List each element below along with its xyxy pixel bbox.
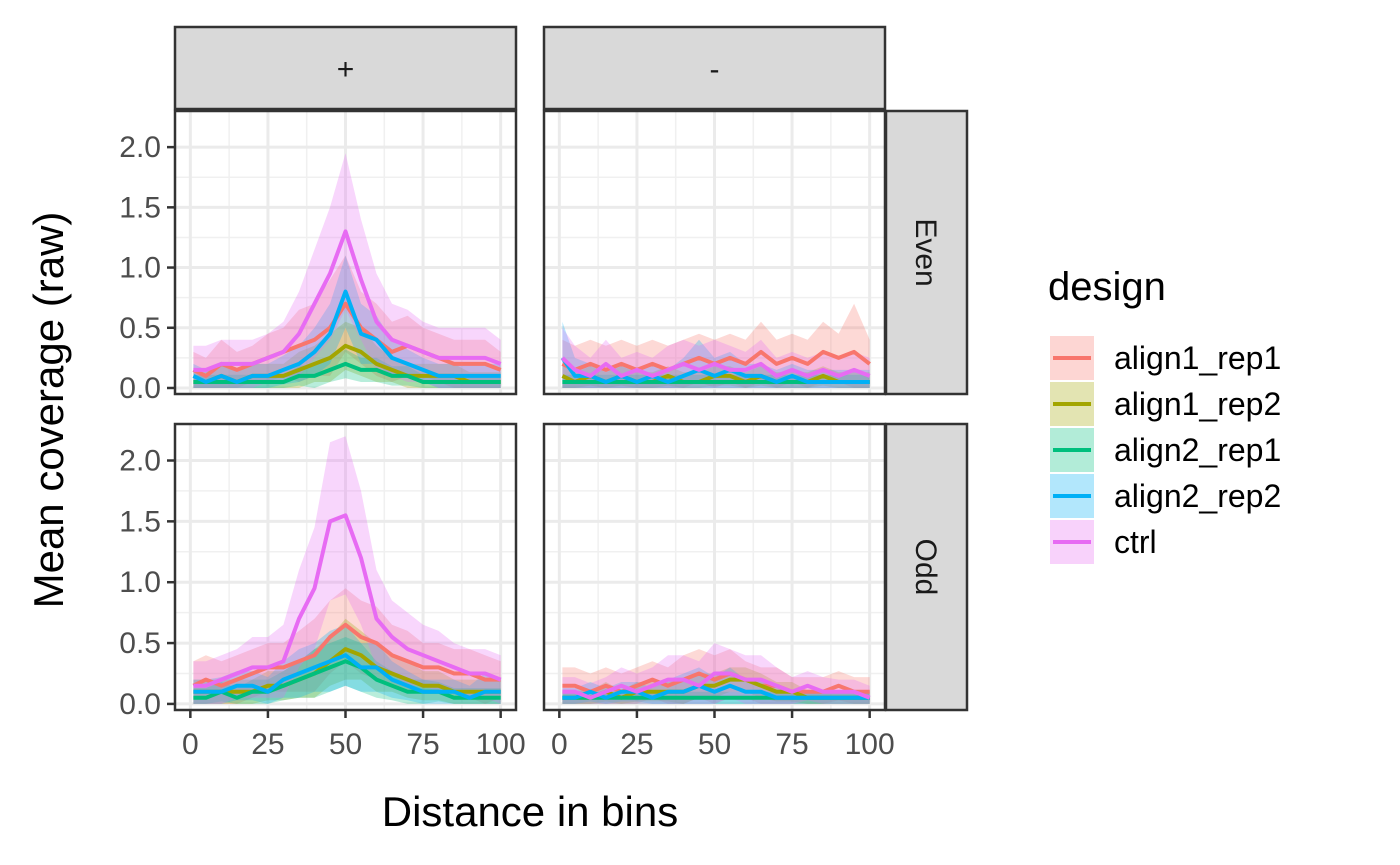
legend-label-align2_rep2: align2_rep2 bbox=[1114, 478, 1281, 514]
x-axis-title: Distance in bins bbox=[382, 788, 678, 835]
series-line-align1_rep1 bbox=[192, 622, 501, 688]
ribbon-ctrl bbox=[193, 436, 501, 704]
y-tick-label: 1.5 bbox=[119, 191, 161, 224]
y-tick-label: 2.0 bbox=[119, 445, 161, 478]
column-strip-plus-label: + bbox=[337, 53, 355, 86]
ribbon-align2_rep2 bbox=[193, 255, 501, 388]
y-tick-label: 2.0 bbox=[119, 131, 161, 164]
row-strip-odd: Odd bbox=[884, 422, 969, 712]
panel-minus-even bbox=[542, 109, 887, 396]
y-tick-label: 1.0 bbox=[119, 566, 161, 599]
x-tick-label: 50 bbox=[698, 728, 731, 761]
legend-item-align1_rep2: align1_rep2 bbox=[1050, 382, 1281, 426]
panel-border bbox=[542, 109, 887, 396]
panel-plus-even bbox=[173, 109, 518, 396]
ribbon-align1_rep1 bbox=[193, 588, 501, 704]
legend-item-ctrl: ctrl bbox=[1050, 520, 1157, 564]
panel-minus-odd bbox=[542, 422, 887, 712]
series-line-ctrl bbox=[193, 513, 502, 688]
axes: 0.0 0.5 1.0 1.5 2.0 0.0 0.5 1.0 1.5 2.0 0 25 50 75 100… bbox=[119, 131, 894, 761]
panels bbox=[173, 109, 887, 712]
series-line-align2_rep2 bbox=[562, 683, 870, 700]
x-tick-label: 0 bbox=[551, 728, 568, 761]
x-tick-label: 25 bbox=[620, 728, 653, 761]
x-tick-label: 25 bbox=[251, 728, 284, 761]
column-strip-minus: - bbox=[542, 25, 887, 111]
ribbon-ctrl bbox=[193, 153, 501, 388]
legend-items: align1_rep1 align1_rep2 align2_rep1 align2_… bbox=[1050, 336, 1281, 564]
y-tick-label: 1.0 bbox=[119, 252, 161, 285]
column-strip-minus-label: - bbox=[710, 53, 720, 86]
row-strip-even: Even bbox=[884, 109, 969, 396]
y-tick-label: 0.0 bbox=[119, 688, 161, 721]
series-line-ctrl bbox=[193, 229, 502, 372]
y-axis-title: Mean coverage (raw) bbox=[25, 212, 72, 609]
series-line-align2_rep2 bbox=[192, 289, 501, 384]
y-tick-label: 0.0 bbox=[119, 372, 161, 405]
legend-label-align1_rep1: align1_rep1 bbox=[1114, 340, 1281, 376]
legend: design align1_rep1 align1_rep2 align2_rep1… bbox=[1048, 265, 1281, 564]
y-tick-label: 0.5 bbox=[119, 312, 161, 345]
column-strip-plus: + bbox=[173, 25, 518, 111]
series-line-align1_rep1 bbox=[192, 301, 502, 378]
row-strip-odd-label: Odd bbox=[909, 539, 942, 596]
legend-label-ctrl: ctrl bbox=[1114, 524, 1157, 560]
series-line-align2_rep2 bbox=[560, 356, 870, 384]
panel-plus-odd bbox=[173, 422, 518, 712]
x-tick-label: 0 bbox=[182, 728, 199, 761]
legend-item-align2_rep1: align2_rep1 bbox=[1050, 428, 1281, 472]
legend-label-align2_rep1: align2_rep1 bbox=[1114, 432, 1281, 468]
ribbon-align2_rep1 bbox=[193, 349, 501, 388]
series-line-ctrl bbox=[562, 671, 871, 700]
x-tick-label: 100 bbox=[476, 728, 526, 761]
legend-item-align1_rep1: align1_rep1 bbox=[1050, 336, 1281, 380]
series-line-align2_rep1 bbox=[193, 659, 501, 700]
y-tick-label: 0.5 bbox=[119, 627, 161, 660]
legend-label-align1_rep2: align1_rep2 bbox=[1114, 386, 1281, 422]
legend-title: design bbox=[1048, 265, 1166, 309]
ribbon-ctrl bbox=[562, 327, 870, 388]
series-line-ctrl bbox=[561, 356, 871, 378]
y-tick-label: 1.5 bbox=[119, 505, 161, 538]
legend-item-align2_rep2: align2_rep2 bbox=[1050, 474, 1281, 518]
x-tick-label: 50 bbox=[329, 728, 362, 761]
x-tick-label: 75 bbox=[406, 728, 439, 761]
row-strip-even-label: Even bbox=[909, 218, 942, 286]
panel-border bbox=[173, 109, 518, 396]
series-line-align2_rep2 bbox=[193, 653, 501, 700]
x-tick-label: 100 bbox=[845, 728, 895, 761]
x-tick-label: 75 bbox=[775, 728, 808, 761]
